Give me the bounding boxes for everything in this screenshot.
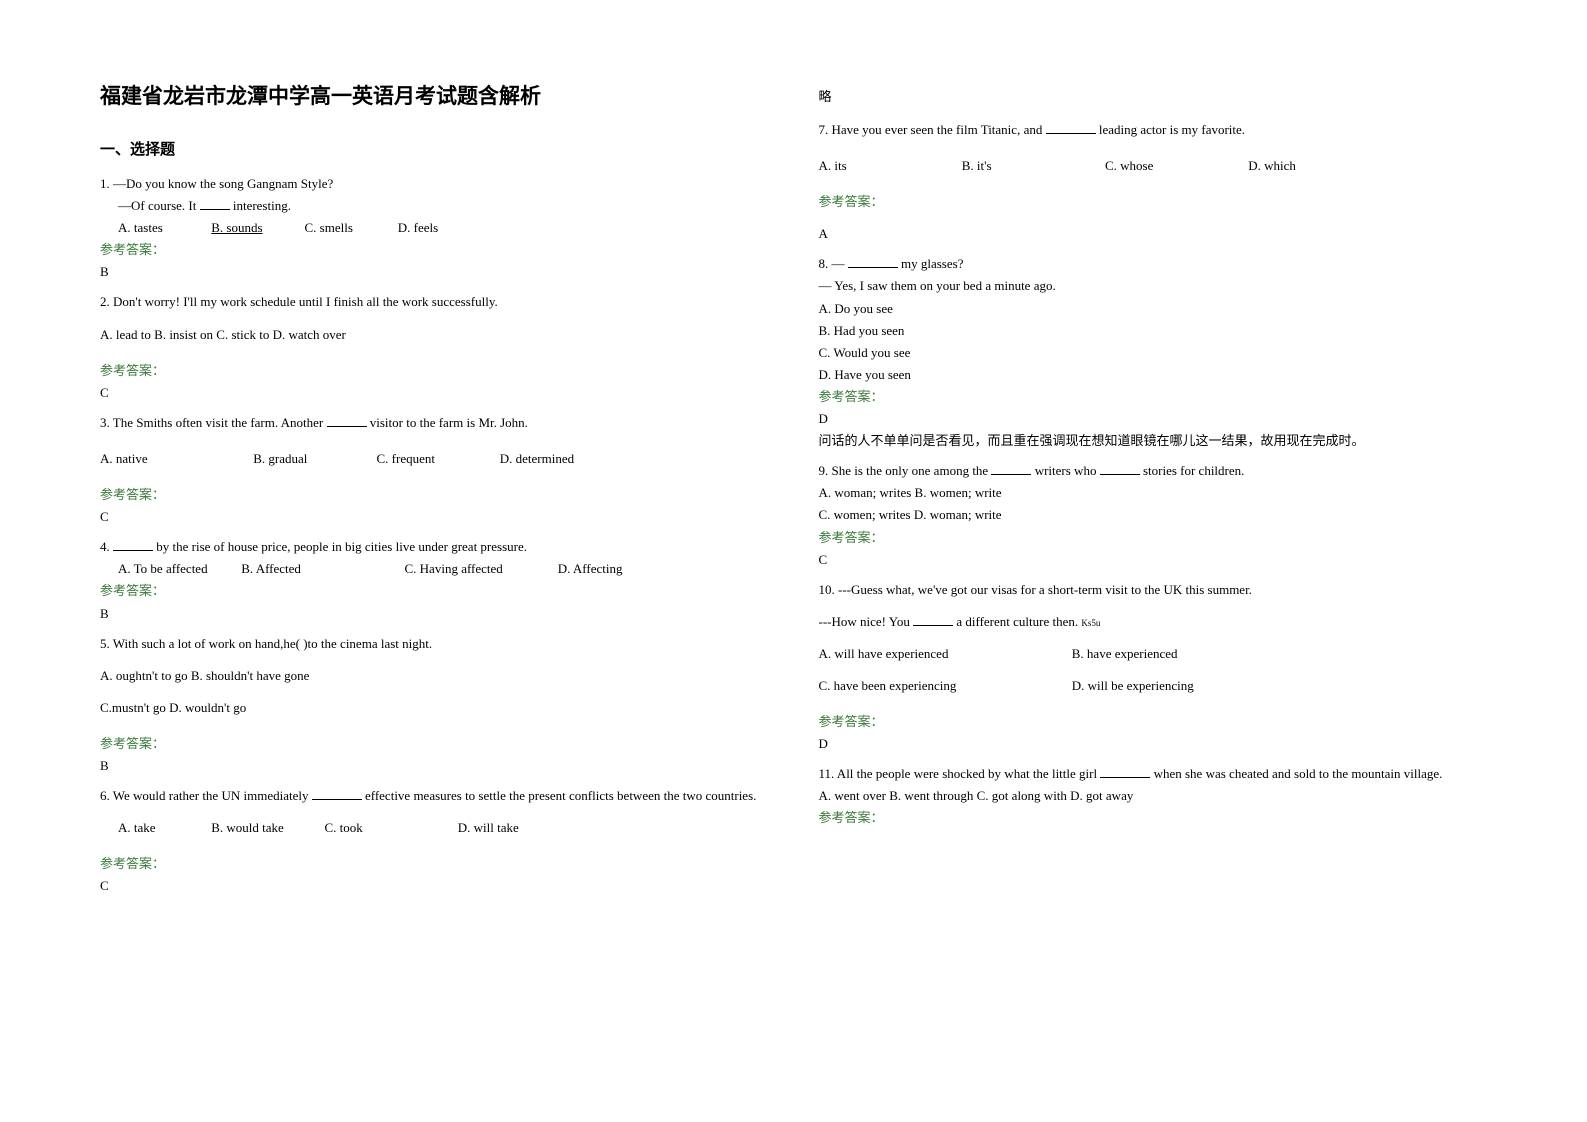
q1-options: A. tastes B. sounds C. smells D. feels (100, 217, 769, 239)
question-3: 3. The Smiths often visit the farm. Anot… (100, 412, 769, 528)
q3-options: A. native B. gradual C. frequent D. dete… (100, 448, 769, 470)
question-2: 2. Don't worry! I'll my work schedule un… (100, 291, 769, 403)
q4-options: A. To be affected B. Affected C. Having … (100, 558, 769, 580)
q6-stem: 6. We would rather the UN immediately ef… (100, 785, 769, 807)
page: 福建省龙岩市龙潭中学高一英语月考试题含解析 一、选择题 1. —Do you k… (0, 0, 1587, 945)
right-column: 略 7. Have you ever seen the film Titanic… (819, 80, 1488, 905)
q10-line2: ---How nice! You a different culture the… (819, 611, 1488, 633)
answer-label: 参考答案： (819, 386, 1488, 408)
question-7: 7. Have you ever seen the film Titanic, … (819, 119, 1488, 245)
question-11: 11. All the people were shocked by what … (819, 763, 1488, 829)
question-6: 6. We would rather the UN immediately ef… (100, 785, 769, 897)
q3-answer: C (100, 506, 769, 528)
q11-options: A. went over B. went through C. got alon… (819, 785, 1488, 807)
question-9: 9. She is the only one among the writers… (819, 460, 1488, 570)
q11-stem: 11. All the people were shocked by what … (819, 763, 1488, 785)
q10-opts-row2: C. have been experiencing D. will be exp… (819, 675, 1488, 697)
q10-line1: 10. ---Guess what, we've got our visas f… (819, 579, 1488, 601)
q10-answer: D (819, 733, 1488, 755)
q6-answer: C (100, 875, 769, 897)
q1-line1: 1. —Do you know the song Gangnam Style? (100, 173, 769, 195)
q2-stem: 2. Don't worry! I'll my work schedule un… (100, 291, 769, 313)
question-4: 4. by the rise of house price, people in… (100, 536, 769, 624)
q7-answer: A (819, 223, 1488, 245)
q1-answer: B (100, 261, 769, 283)
question-5: 5. With such a lot of work on hand,he( )… (100, 633, 769, 777)
section-heading: 一、选择题 (100, 138, 769, 159)
q8-explanation: 问话的人不单单问是否看见，而且重在强调现在想知道眼镜在哪儿这一结果，故用现在完成… (819, 430, 1488, 452)
q2-options: A. lead to B. insist on C. stick to D. w… (100, 324, 769, 346)
q5-opts-row2: C.mustn't go D. wouldn't go (100, 697, 769, 719)
question-1: 1. —Do you know the song Gangnam Style? … (100, 173, 769, 283)
answer-label: 参考答案： (100, 853, 769, 875)
q9-stem: 9. She is the only one among the writers… (819, 460, 1488, 482)
q8-optB: B. Had you seen (819, 320, 1488, 342)
q1-line2: —Of course. It interesting. (100, 195, 769, 217)
q5-opts-row1: A. oughtn't to go B. shouldn't have gone (100, 665, 769, 687)
q6-options: A. take B. would take C. took D. will ta… (100, 817, 769, 839)
q8-line2: — Yes, I saw them on your bed a minute a… (819, 275, 1488, 297)
q5-answer: B (100, 755, 769, 777)
q7-stem: 7. Have you ever seen the film Titanic, … (819, 119, 1488, 141)
q4-stem: 4. by the rise of house price, people in… (100, 536, 769, 558)
q5-stem: 5. With such a lot of work on hand,he( )… (100, 633, 769, 655)
answer-label: 参考答案： (819, 527, 1488, 549)
answer-label: 参考答案： (819, 191, 1488, 213)
q4-answer: B (100, 603, 769, 625)
omit-text: 略 (819, 86, 1488, 105)
q3-stem: 3. The Smiths often visit the farm. Anot… (100, 412, 769, 434)
answer-label: 参考答案： (100, 360, 769, 382)
q9-opts-row2: C. women; writes D. woman; write (819, 504, 1488, 526)
left-column: 福建省龙岩市龙潭中学高一英语月考试题含解析 一、选择题 1. —Do you k… (100, 80, 769, 905)
q8-line1: 8. — my glasses? (819, 253, 1488, 275)
answer-label: 参考答案： (100, 580, 769, 602)
q9-answer: C (819, 549, 1488, 571)
q8-optC: C. Would you see (819, 342, 1488, 364)
answer-label: 参考答案： (819, 807, 1488, 829)
question-10: 10. ---Guess what, we've got our visas f… (819, 579, 1488, 756)
q7-options: A. its B. it's C. whose D. which (819, 155, 1488, 177)
q2-answer: C (100, 382, 769, 404)
q9-opts-row1: A. woman; writes B. women; write (819, 482, 1488, 504)
q8-optA: A. Do you see (819, 298, 1488, 320)
q8-answer: D (819, 408, 1488, 430)
answer-label: 参考答案： (819, 711, 1488, 733)
answer-label: 参考答案： (100, 239, 769, 261)
question-8: 8. — my glasses? — Yes, I saw them on yo… (819, 253, 1488, 452)
q8-optD: D. Have you seen (819, 364, 1488, 386)
doc-title: 福建省龙岩市龙潭中学高一英语月考试题含解析 (100, 80, 769, 110)
q10-opts-row1: A. will have experienced B. have experie… (819, 643, 1488, 665)
answer-label: 参考答案： (100, 733, 769, 755)
answer-label: 参考答案： (100, 484, 769, 506)
